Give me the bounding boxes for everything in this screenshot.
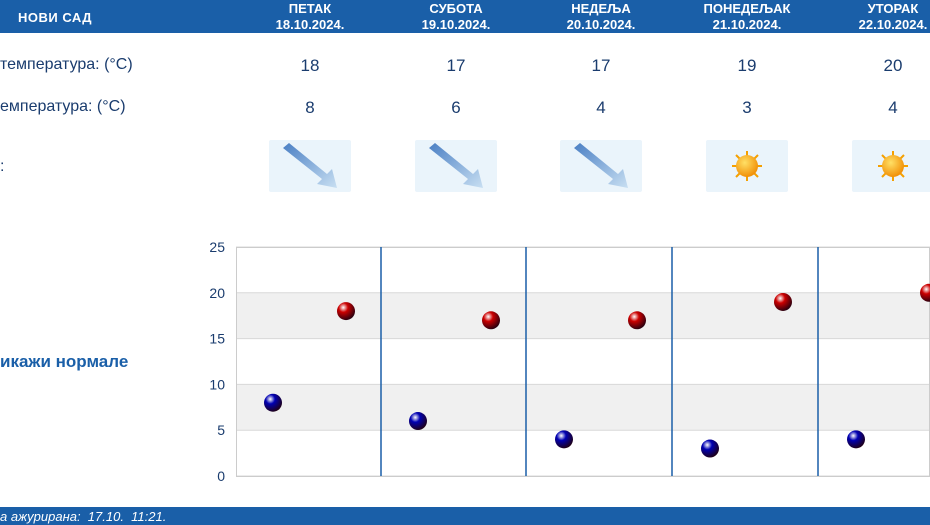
grid-band: [236, 430, 930, 476]
y-tick-label: 0: [217, 468, 225, 484]
min-temp-point: [555, 430, 573, 449]
max-temp-point: [774, 292, 792, 311]
min-temp-point: [847, 430, 865, 449]
y-tick-label: 10: [209, 376, 225, 392]
max-temp-value: 20: [883, 56, 903, 75]
day-name: СУБОТА: [429, 1, 483, 16]
grid-band: [236, 247, 930, 293]
day-date: 20.10.2024.: [566, 17, 636, 32]
min-temp-point: [264, 393, 282, 412]
grid-band: [236, 384, 930, 431]
max-temp-value: 17: [446, 56, 466, 75]
wind-arrow-icon: [560, 140, 642, 192]
wind-arrow-icon: [415, 140, 497, 192]
day-header-4: ПОНЕДЕЉАК 21.10.2024.: [687, 1, 807, 33]
day-name: УТОРАК: [867, 1, 919, 16]
max-temp-value: 17: [591, 56, 611, 75]
footer-bar: а ажурирана: 17.10. 11:21.: [0, 507, 930, 525]
city-name: НОВИ САД: [18, 10, 93, 25]
last-updated-text: а ажурирана: 17.10. 11:21.: [0, 509, 167, 524]
min-temp-value: 4: [596, 98, 606, 117]
y-tick-label: 25: [209, 239, 225, 255]
min-temp-label: емпература: (°C): [0, 98, 126, 115]
grid-band: [236, 338, 930, 385]
day-date: 21.10.2024.: [712, 17, 782, 32]
max-temp-value: 18: [300, 56, 320, 75]
min-temp-value: 4: [888, 98, 898, 117]
max-temp-point: [482, 311, 500, 330]
max-temp-value: 19: [737, 56, 757, 75]
max-temp-point: [628, 311, 646, 330]
day-header-2: СУБОТА 19.10.2024.: [396, 1, 516, 33]
forecast-header: НОВИ САД ПЕТАК 18.10.2024. СУБОТА 19.10.…: [0, 0, 930, 33]
min-temp-value: 3: [742, 98, 752, 117]
day-name: НЕДЕЉА: [571, 1, 631, 16]
day-date: 18.10.2024.: [275, 17, 345, 32]
day-name: ПОНЕДЕЉАК: [703, 1, 791, 16]
y-tick-label: 20: [209, 285, 225, 301]
min-temp-point: [409, 412, 427, 431]
day-header-5: УТОРАК 22.10.2024.: [833, 1, 930, 33]
y-tick-label: 15: [209, 331, 225, 347]
day-header-1: ПЕТАК 18.10.2024.: [250, 1, 370, 33]
y-tick-label: 5: [217, 422, 225, 438]
temperature-chart: 0 5 10 15 20 25: [209, 239, 930, 484]
show-normals-link[interactable]: икажи нормале: [0, 352, 129, 371]
weather-icon-label: :: [0, 158, 5, 175]
min-temp-value: 6: [451, 98, 461, 117]
day-header-3: НЕДЕЉА 20.10.2024.: [541, 1, 661, 33]
day-name: ПЕТАК: [288, 1, 332, 16]
min-temp-value: 8: [305, 98, 315, 117]
min-temp-point: [701, 439, 719, 458]
sun-icon: [852, 140, 930, 192]
max-temp-point: [920, 283, 930, 302]
sun-icon: [706, 140, 788, 192]
max-temp-label: температура: (°C): [0, 56, 133, 73]
max-temp-point: [337, 302, 355, 321]
day-date: 19.10.2024.: [421, 17, 491, 32]
wind-arrow-icon: [269, 140, 351, 192]
day-date: 22.10.2024.: [858, 17, 928, 32]
